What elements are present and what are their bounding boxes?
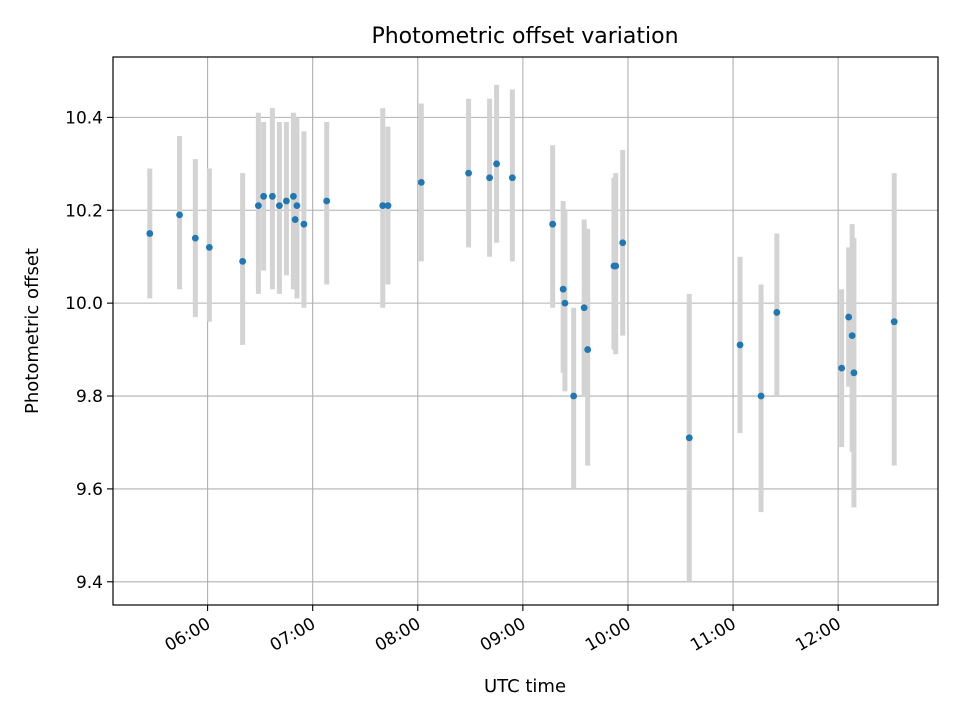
- data-point: [757, 392, 765, 400]
- plot-frame: [112, 56, 939, 606]
- x-axis-label: UTC time: [484, 676, 566, 697]
- data-point: [549, 220, 557, 228]
- data-point: [239, 257, 247, 265]
- data-point: [486, 174, 493, 182]
- data-point: [260, 192, 268, 200]
- data-point: [379, 202, 387, 210]
- y-tick-label: 10.4: [65, 108, 103, 128]
- chart-title: Photometric offset variation: [371, 24, 678, 49]
- data-point: [205, 244, 213, 251]
- data-point: [191, 234, 199, 242]
- data-point: [580, 304, 588, 312]
- data-point: [736, 341, 744, 349]
- data-points: [146, 160, 898, 442]
- data-point: [493, 160, 500, 168]
- data-point: [773, 309, 781, 316]
- data-point: [254, 202, 262, 210]
- data-point: [283, 197, 290, 205]
- data-point: [584, 346, 592, 353]
- data-point: [465, 169, 472, 177]
- data-point: [290, 192, 297, 200]
- data-point: [293, 202, 301, 210]
- data-point: [845, 313, 853, 321]
- data-point: [417, 178, 425, 186]
- grid: [113, 57, 938, 605]
- data-point: [384, 202, 392, 210]
- y-tick-label: 10.2: [65, 201, 103, 221]
- data-point: [268, 192, 276, 200]
- data-point: [291, 216, 299, 223]
- y-tick-label: 9.6: [76, 480, 103, 500]
- data-point: [561, 299, 569, 307]
- data-point: [176, 211, 183, 219]
- data-point: [838, 364, 846, 372]
- data-point: [619, 239, 627, 247]
- y-tick-label: 10.0: [65, 294, 103, 314]
- data-point: [848, 332, 856, 340]
- y-tick-label: 9.4: [76, 573, 103, 593]
- data-point: [850, 369, 858, 377]
- data-point: [276, 202, 283, 210]
- data-point: [146, 230, 154, 237]
- data-point: [612, 262, 620, 270]
- data-point: [890, 318, 898, 326]
- y-tick-label: 9.8: [76, 387, 103, 407]
- data-point: [300, 220, 308, 228]
- data-point: [685, 434, 693, 442]
- data-point: [570, 392, 578, 400]
- y-axis-label: Photometric offset: [22, 248, 43, 414]
- y-axis: 9.4 9.6 9.8 10.0 10.2 10.4: [65, 108, 113, 593]
- data-point: [559, 285, 567, 293]
- data-point: [323, 197, 331, 205]
- data-point: [508, 174, 516, 182]
